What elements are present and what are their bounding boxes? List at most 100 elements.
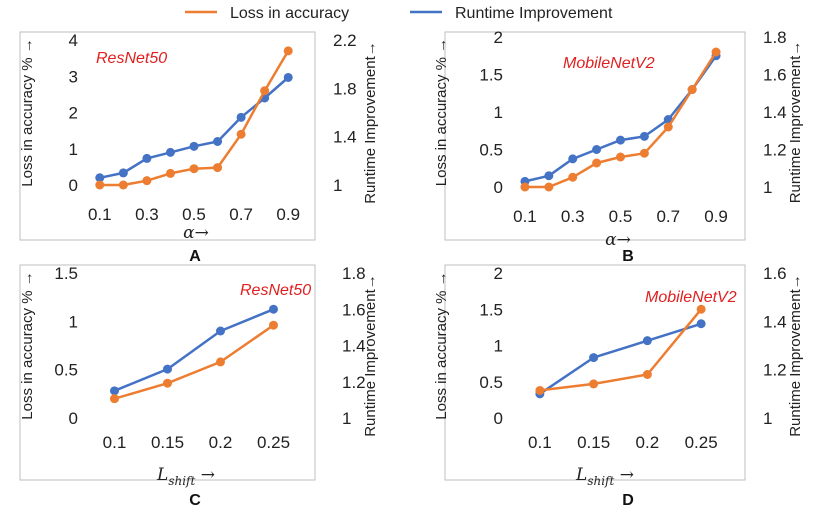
right-axis-label: Runtime Improvement→ — [362, 41, 379, 204]
loss-point — [520, 182, 530, 192]
left-axis-label: Loss in accuracy % → — [433, 271, 450, 419]
left-axis-label: Loss in accuracy % → — [433, 38, 450, 186]
runtime-point — [283, 72, 293, 82]
x-tick-label: 0.15 — [151, 433, 184, 452]
loss-point — [639, 148, 649, 158]
x-tick-label: 0.3 — [135, 205, 159, 224]
runtime-point — [696, 319, 706, 329]
loss-point — [213, 163, 223, 173]
x-tick-label: 0.1 — [88, 205, 112, 224]
x-axis-label-main: L — [575, 465, 587, 485]
panel-frame — [19, 264, 316, 481]
x-axis-label-subscript: shift — [168, 474, 195, 488]
left-y-tick-label: 0.5 — [479, 141, 503, 160]
right-axis-label: Runtime Improvement→ — [362, 274, 379, 437]
left-y-tick-label: 1.5 — [479, 300, 503, 319]
runtime-point — [142, 153, 152, 163]
panel-letter: D — [622, 492, 634, 509]
right-y-tick-label: 1 — [342, 409, 351, 428]
runtime-point — [544, 171, 554, 181]
model-label: MobileNetV2 — [563, 55, 655, 72]
loss-line — [524, 51, 718, 189]
runtime-line — [99, 76, 290, 180]
loss-point — [589, 379, 599, 389]
right-y-tick-label: 1 — [333, 176, 342, 195]
loss-point — [236, 129, 246, 139]
panel-letter: A — [189, 248, 201, 265]
x-axis-label-main: α→ — [605, 230, 631, 250]
x-tick-label: 0.25 — [685, 433, 718, 452]
runtime-point — [568, 154, 578, 164]
runtime-point — [616, 135, 625, 145]
loss-line — [114, 324, 275, 400]
right-y-tick-label: 1 — [763, 178, 772, 197]
loss-point — [592, 158, 602, 168]
legend-label-1: Loss in accuracy — [230, 5, 349, 22]
loss-point — [95, 180, 105, 190]
x-tick-label: 0.25 — [257, 433, 290, 452]
x-axis-label: α→ — [183, 223, 209, 243]
panel-frame — [19, 31, 316, 241]
right-y-tick-label: 1.2 — [763, 361, 787, 380]
runtime-line — [524, 55, 718, 183]
right-y-tick-label: 1.8 — [763, 28, 787, 47]
x-tick-label: 0.1 — [103, 433, 127, 452]
x-tick-label: 0.5 — [609, 207, 633, 226]
left-y-tick-label: 1.5 — [479, 66, 503, 85]
loss-point — [283, 46, 293, 56]
x-axis-label-main: α→ — [183, 223, 209, 243]
left-y-tick-label: 2 — [494, 264, 503, 283]
legend-label-2: Runtime Improvement — [455, 5, 613, 22]
right-y-tick-label: 1.4 — [763, 103, 787, 122]
left-y-tick-label: 0 — [69, 409, 78, 428]
x-tick-label: 0.1 — [513, 207, 537, 226]
runtime-point — [589, 353, 599, 363]
legend: Loss in accuracy Runtime Improvement — [185, 5, 613, 22]
runtime-line — [539, 322, 702, 395]
loss-point — [642, 370, 652, 379]
left-y-tick-label: 4 — [69, 31, 78, 50]
runtime-point — [165, 147, 175, 157]
loss-point — [535, 385, 545, 395]
left-y-tick-label: 2 — [69, 104, 78, 123]
panel-frame — [444, 264, 746, 481]
loss-point — [663, 122, 673, 132]
loss-point — [616, 152, 625, 162]
left-y-tick-label: 1 — [69, 312, 78, 331]
x-tick-label: 0.5 — [182, 205, 206, 224]
x-tick-label: 0.15 — [577, 433, 610, 452]
model-label: MobileNetV2 — [645, 289, 737, 306]
runtime-point — [639, 131, 649, 141]
loss-point — [216, 357, 225, 367]
runtime-point — [642, 336, 652, 346]
loss-point — [568, 172, 578, 182]
x-axis-label-arrow: → — [195, 465, 215, 485]
right-y-tick-label: 1.6 — [342, 300, 366, 319]
loss-point — [118, 180, 128, 190]
left-y-tick-label: 3 — [69, 67, 78, 86]
runtime-point — [110, 386, 119, 396]
x-tick-label: 0.2 — [209, 433, 233, 452]
left-axis-label: Loss in accuracy % → — [19, 38, 36, 186]
x-axis-label: Lshift → — [575, 465, 634, 488]
x-axis-label: α→ — [605, 230, 631, 250]
right-y-tick-label: 1.4 — [763, 312, 787, 331]
panel-a: 0 1 2 3 4 1 1.4 1.8 2.2 0.1 0.3 0.5 0.7 0.9 Loss in ac… — [19, 31, 379, 265]
right-y-tick-label: 1.6 — [763, 66, 787, 85]
left-axis-label: Loss in accuracy % → — [19, 271, 36, 419]
loss-point — [696, 304, 706, 314]
runtime-point — [118, 168, 128, 178]
loss-point — [163, 378, 172, 388]
panel-letter: C — [189, 492, 201, 509]
runtime-point — [592, 145, 602, 154]
right-y-tick-label: 1.2 — [342, 373, 366, 392]
loss-point — [189, 164, 199, 174]
x-axis-label-subscript: shift — [587, 474, 614, 488]
x-tick-label: 0.3 — [561, 207, 585, 226]
right-y-tick-label: 1.4 — [333, 128, 357, 147]
x-tick-label: 0.2 — [636, 433, 660, 452]
left-y-tick-label: 0.5 — [479, 373, 503, 392]
left-y-tick-label: 2 — [494, 28, 503, 47]
left-y-tick-label: 1 — [494, 103, 503, 122]
left-y-tick-label: 0 — [494, 409, 503, 428]
